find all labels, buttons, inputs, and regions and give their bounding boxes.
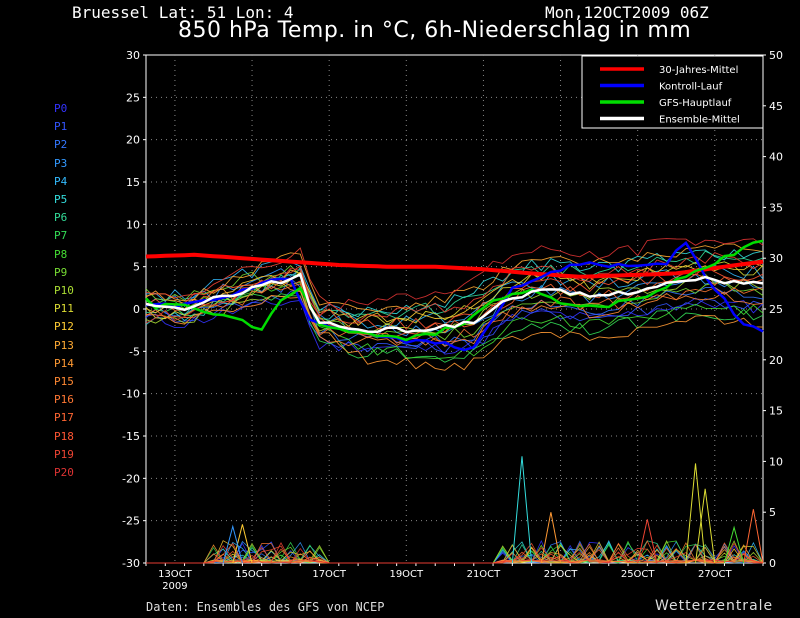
data-source-label: Daten: Ensembles des GFS von NCEP xyxy=(146,600,385,614)
member-line-p2 xyxy=(145,277,764,348)
member-label-p0: P0 xyxy=(54,102,68,115)
member-label-p14: P14 xyxy=(54,356,74,370)
y-right-tick-label: 0 xyxy=(769,557,776,570)
brand-label: Wetterzentrale xyxy=(655,598,774,614)
member-label-p19: P19 xyxy=(54,447,74,461)
legend-label: 30-Jahres-Mittel xyxy=(659,65,738,76)
member-label-p2: P2 xyxy=(54,138,68,152)
member-label-p4: P4 xyxy=(54,174,68,188)
member-label-p10: P10 xyxy=(54,284,74,298)
y-right-tick-label: 5 xyxy=(769,506,776,519)
member-label-p9: P9 xyxy=(54,265,68,279)
precip-peak-p5 xyxy=(511,456,533,564)
legend-label: Kontroll-Lauf xyxy=(659,82,723,93)
member-label-p17: P17 xyxy=(54,411,74,425)
member-label-p3: P3 xyxy=(54,156,68,170)
run-timestamp: Mon,12OCT2009 06Z xyxy=(545,3,709,22)
member-line-p6 xyxy=(145,250,764,319)
member-legend: P0 P1 P2 P3 P4 P5 P6 P7 P8 P9 P10 P11 P12 P13 P14 P15 P1… xyxy=(54,100,74,482)
y-right-tick-label: 15 xyxy=(769,405,783,418)
y-left-tick-label: -10 xyxy=(122,388,140,401)
y-left-tick-label: 10 xyxy=(126,218,140,231)
member-label-p6: P6 xyxy=(54,211,68,225)
precip-peak-p11 xyxy=(685,463,706,564)
member-label-p15: P15 xyxy=(54,375,74,389)
y-left-tick-label: 5 xyxy=(133,261,140,274)
y-left-tick-label: 30 xyxy=(126,49,140,62)
member-line-p15 xyxy=(145,291,764,347)
y-left-tick-label: -30 xyxy=(122,557,140,570)
y-right-tick-label: 20 xyxy=(769,354,783,367)
y-right-tick-label: 25 xyxy=(769,303,783,316)
member-line-p7 xyxy=(145,293,764,363)
x-tick-label: 27OCT xyxy=(698,569,733,580)
x-tick-label: 23OCT xyxy=(544,569,579,580)
precip-peak-p11 xyxy=(695,488,716,564)
member-line-p8 xyxy=(145,281,764,360)
y-left-tick-label: -5 xyxy=(129,345,140,358)
precip-peak-p14 xyxy=(540,512,562,564)
member-label-p13: P13 xyxy=(54,338,74,352)
member-label-p16: P16 xyxy=(54,393,74,407)
precip-peak-p8 xyxy=(723,525,745,564)
member-line-p16 xyxy=(145,283,764,344)
member-line-p19 xyxy=(145,247,764,323)
member-label-p11: P11 xyxy=(54,302,74,316)
x-tick-label: 25OCT xyxy=(621,569,656,580)
precip-peak-p3 xyxy=(222,524,243,564)
member-precip-p20 xyxy=(146,544,764,564)
member-line-p17 xyxy=(145,273,764,338)
x-tick-label: 19OCT xyxy=(389,569,424,580)
member-label-p18: P18 xyxy=(54,429,74,443)
member-label-p20: P20 xyxy=(54,466,74,480)
series-line-30-jahres-mittel xyxy=(145,252,764,279)
y-left-tick-label: -25 xyxy=(122,515,140,528)
legend-label: Ensemble-Mittel xyxy=(659,115,740,126)
member-label-p8: P8 xyxy=(54,247,68,261)
series-line-ensemble-mittel xyxy=(145,272,764,334)
member-label-p5: P5 xyxy=(54,193,68,207)
member-label-p1: P1 xyxy=(54,120,68,134)
legend-label: GFS-Hauptlauf xyxy=(659,98,732,109)
member-line-p13 xyxy=(145,243,764,313)
x-tick-label: 17OCT xyxy=(312,569,347,580)
y-left-tick-label: 20 xyxy=(126,134,140,147)
y-left-tick-label: 25 xyxy=(126,91,140,104)
chart-title: 850 hPa Temp. in °C, 6h-Niederschlag in … xyxy=(178,18,692,43)
y-left-tick-label: 0 xyxy=(133,303,140,316)
precip-peak-p19 xyxy=(637,519,658,564)
member-precip-p4 xyxy=(146,539,764,564)
x-tick-sublabel: 2009 xyxy=(162,581,187,592)
y-right-tick-label: 35 xyxy=(769,201,783,214)
member-label-p7: P7 xyxy=(54,229,68,243)
x-tick-label: 13OCT xyxy=(158,569,193,580)
x-tick-label: 21OCT xyxy=(467,569,502,580)
precip-peak-p17 xyxy=(743,509,764,564)
x-tick-label: 15OCT xyxy=(235,569,270,580)
y-right-tick-label: 45 xyxy=(769,100,783,113)
precip-peak-p12 xyxy=(232,524,253,564)
member-label-p12: P12 xyxy=(54,320,74,334)
member-line-p0 xyxy=(145,297,764,355)
y-right-tick-label: 10 xyxy=(769,455,783,468)
station-label: Bruessel Lat: 51 Lon: 4 xyxy=(72,3,294,22)
y-right-tick-label: 40 xyxy=(769,151,783,164)
y-left-tick-label: -20 xyxy=(122,472,140,485)
y-left-tick-label: 15 xyxy=(126,176,140,189)
y-right-tick-label: 30 xyxy=(769,252,783,265)
member-line-p18 xyxy=(145,265,764,330)
y-right-tick-label: 50 xyxy=(769,49,783,62)
y-left-tick-label: -15 xyxy=(122,430,140,443)
